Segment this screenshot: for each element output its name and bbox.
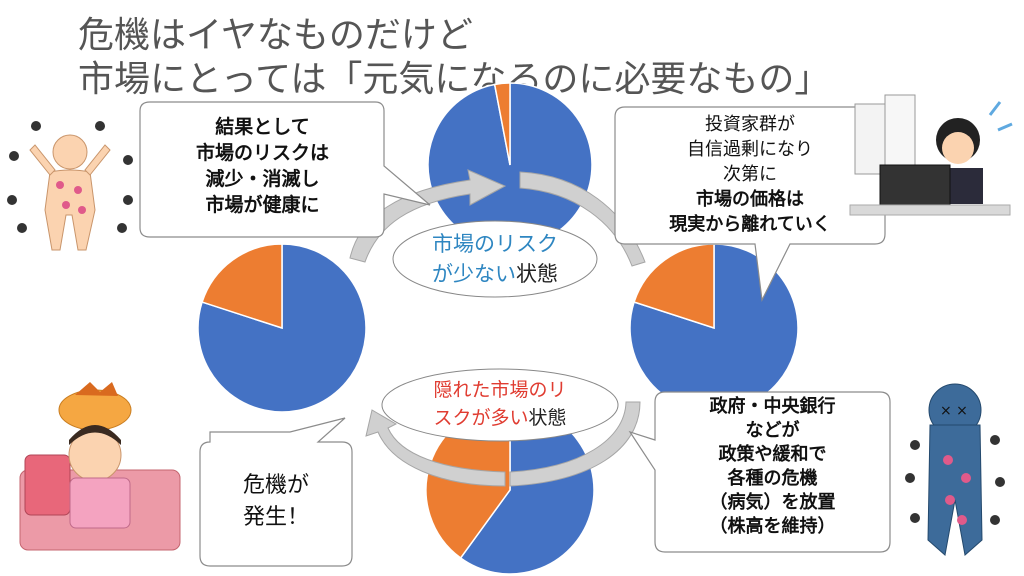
low-risk-ellipse <box>392 220 598 298</box>
bubble-line: 自信過剰になり <box>687 139 813 160</box>
virus-figure-illustration: × × <box>905 383 1005 556</box>
hidden-risk-ellipse <box>381 368 619 442</box>
title-line-2: 市場にとっては「元気になるのに必要なもの」 <box>78 59 831 100</box>
pie-left-slice-1 <box>201 243 283 330</box>
hidden-risk-rest: 状態 <box>528 407 567 429</box>
bubble-line: 現実から離れていく <box>669 214 831 235</box>
hidden-risk-highlight-2: スクが多い <box>433 407 529 429</box>
bubble-line: 次第に <box>723 164 777 185</box>
hidden-risk-state-label: 隠れた市場のリ スクが多い状態 <box>405 376 595 432</box>
stressed-worker-illustration <box>849 94 1013 216</box>
bubble-line: 減少・消滅し <box>205 168 320 190</box>
bubble-line: （株高を維持） <box>709 516 836 537</box>
bubble-line: などが <box>745 420 800 441</box>
bubble-line: 政策や緩和で <box>718 444 827 465</box>
bubble-line: 結果として <box>215 116 310 138</box>
low-risk-rest: 状態 <box>516 262 558 286</box>
low-risk-state-label: 市場のリスク が少ない状態 <box>410 229 580 289</box>
bubble-bottom-right-shape <box>628 391 891 553</box>
hidden-risk-highlight: 隠れた市場のリ <box>433 379 567 401</box>
bubble-line: （病気）を放置 <box>709 492 836 513</box>
low-risk-highlight-2: が少ない <box>432 262 516 286</box>
healthy-person-illustration <box>7 121 133 251</box>
low-risk-highlight: 市場のリスク <box>432 232 558 256</box>
bubble-line: 市場のリスクは <box>195 142 329 164</box>
bubble-line: 発生！ <box>242 505 309 530</box>
bubble-top-left: 結果として 市場のリスクは 減少・消滅し 市場が健康に <box>150 114 375 218</box>
arrow-bottom-right <box>509 401 641 487</box>
bubble-bottom-left: 危機が 発生！ <box>205 470 347 534</box>
bubble-line: 市場の価格は <box>696 189 804 210</box>
pie-group <box>197 82 799 575</box>
bubble-bottom-right: 政府・中央銀行 などが 政策や緩和で 各種の危機 （病気）を放置 （株高を維持） <box>660 395 885 539</box>
arrow-bottom-left <box>365 409 506 487</box>
bubble-line: 市場が健康に <box>205 194 320 216</box>
bubble-top-left-shape <box>139 101 431 238</box>
bubble-line: 政府・中央銀行 <box>709 396 836 417</box>
title-line-1: 危機はイヤなものだけど <box>78 15 473 56</box>
arrow-top-right <box>519 171 646 267</box>
page-title: 危機はイヤなものだけど 市場にとっては「元気になるのに必要なもの」 <box>78 14 830 102</box>
pie-top-slice-1 <box>493 82 511 166</box>
bubble-line: 投資家群が <box>705 114 795 135</box>
bubble-bottom-left-shape <box>199 417 353 567</box>
svg-text:× ×: × × <box>940 403 968 419</box>
sick-person-illustration <box>19 382 181 551</box>
bubble-line: 各種の危機 <box>727 468 818 489</box>
bubble-line: 危機が <box>242 473 309 498</box>
bubble-top-right: 投資家群が 自信過剰になり 次第に 市場の価格は 現実から離れていく <box>620 112 880 237</box>
